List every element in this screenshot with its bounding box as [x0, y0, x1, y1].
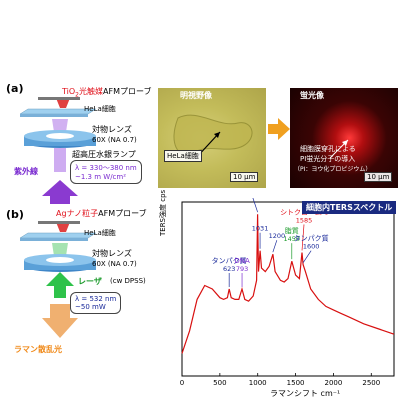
annotation-leader-4 — [272, 240, 278, 253]
fluorescence-title: 蛍光像 — [300, 91, 324, 100]
laser-power: ~50 mW — [75, 303, 106, 311]
raman-arrow — [42, 304, 78, 338]
panel-b-label: (b) — [6, 208, 24, 221]
laser-arrow — [46, 272, 74, 298]
setup-b-diagram — [19, 221, 97, 338]
laser-type: (cw DPSS) — [110, 277, 146, 285]
objective-lens-b-label: 対物レンズ — [92, 249, 132, 258]
laser-wavelength: λ = 532 nm — [75, 295, 117, 303]
annotation-value-1: 793 — [236, 265, 248, 273]
annotation-value-7: 1600 — [303, 243, 320, 251]
annotation-leader-7 — [302, 250, 312, 263]
objective-na-b: 60X (NA 0.7) — [92, 260, 137, 268]
annotation-label-1: DNA — [234, 257, 250, 265]
bright-cell-label: HeLa細胞 — [164, 150, 202, 162]
x-tick-label-0: 0 — [180, 379, 184, 387]
uv-wavelength: λ = 330〜380 nm — [75, 164, 137, 172]
annotation-leader-2 — [252, 198, 258, 213]
annotation-value-0: 623 — [223, 265, 235, 273]
annotation-label-0: タンパク質 — [212, 256, 247, 265]
spectrum-line — [181, 214, 395, 354]
ters-spectrum-chart: 05001000150020002500623タンパク質793DNA999タンパ… — [180, 198, 395, 387]
orange-transition-arrow — [268, 118, 290, 140]
annotation-label-5: 脂質 — [285, 226, 299, 235]
probe-tip-a — [56, 98, 70, 108]
x-tick-label-1: 500 — [213, 379, 226, 387]
annotation-label-7: タンパク質 — [294, 234, 329, 243]
scalebar-2-label: 10 μm — [364, 172, 393, 182]
laser-params-box: λ = 532 nm ~50 mW — [70, 292, 122, 314]
bright-field-image — [158, 88, 266, 188]
x-tick-label-4: 2000 — [325, 379, 343, 387]
cantilever-a — [38, 97, 80, 100]
raman-label: ラマン散乱光 — [14, 345, 62, 354]
bright-field-title: 明視野像 — [180, 91, 212, 100]
mercury-lamp-label: 超高圧水銀ランプ — [72, 150, 136, 159]
panel-a-label: (a) — [6, 82, 24, 95]
uv-label: 紫外線 — [14, 167, 38, 176]
annotation-value-6: 1585 — [296, 216, 313, 224]
scalebar-1-label: 10 μm — [230, 172, 259, 182]
fluor-caption-1: 細胞膜穿孔による — [300, 145, 356, 153]
fluor-caption-2: PI蛍光分子の導入 — [300, 155, 356, 163]
uv-beam-lower — [54, 148, 66, 172]
hela-cell-label-b: HeLa細胞 — [84, 229, 116, 237]
x-tick-label-2: 1000 — [249, 379, 267, 387]
hela-cell-shape — [173, 114, 253, 156]
laser-label: レーザ — [78, 277, 102, 286]
objective-lens-a-label: 対物レンズ — [92, 125, 132, 134]
annotation-value-4: 1200 — [269, 232, 286, 240]
slide-edge-a — [20, 114, 88, 117]
fluor-caption-3: （PI：ヨウ化プロピジウム） — [294, 166, 372, 173]
hela-cell-label-a: HeLa細胞 — [84, 105, 116, 113]
chart-xlabel: ラマンシフト cm⁻¹ — [270, 389, 341, 398]
uv-power: ~1.3 m W/cm² — [75, 173, 127, 181]
annotation-value-5: 1450 — [284, 235, 301, 243]
uv-arrow — [42, 180, 78, 204]
fluorescence-image — [290, 88, 398, 188]
plot-frame — [181, 201, 395, 377]
annotation-leader-6 — [301, 224, 305, 251]
laser-beam-upper — [52, 243, 68, 256]
x-tick-label-3: 1500 — [287, 379, 305, 387]
annotation-value-3: 1031 — [252, 225, 269, 233]
chart-title: 細胞内TERSスペクトル — [302, 201, 397, 214]
uv-beam-upper — [52, 119, 68, 132]
setup-a-diagram — [19, 97, 97, 204]
objective-na-a: 60X (NA 0.7) — [92, 136, 137, 144]
x-tick-label-5: 2500 — [362, 379, 380, 387]
probe-tip-b — [56, 222, 70, 232]
ag-probe-label: Agナノ粒子AFMプローブ — [56, 209, 147, 218]
uv-params-box: λ = 330〜380 nm ~1.3 m W/cm² — [70, 160, 142, 184]
plot-area: 05001000150020002500623タンパク質793DNA999タンパ… — [180, 198, 395, 387]
chart-ylabel: TERS強度 cps — [159, 189, 167, 236]
tio2-probe-label: TiO2光触媒AFMプローブ — [62, 87, 152, 99]
